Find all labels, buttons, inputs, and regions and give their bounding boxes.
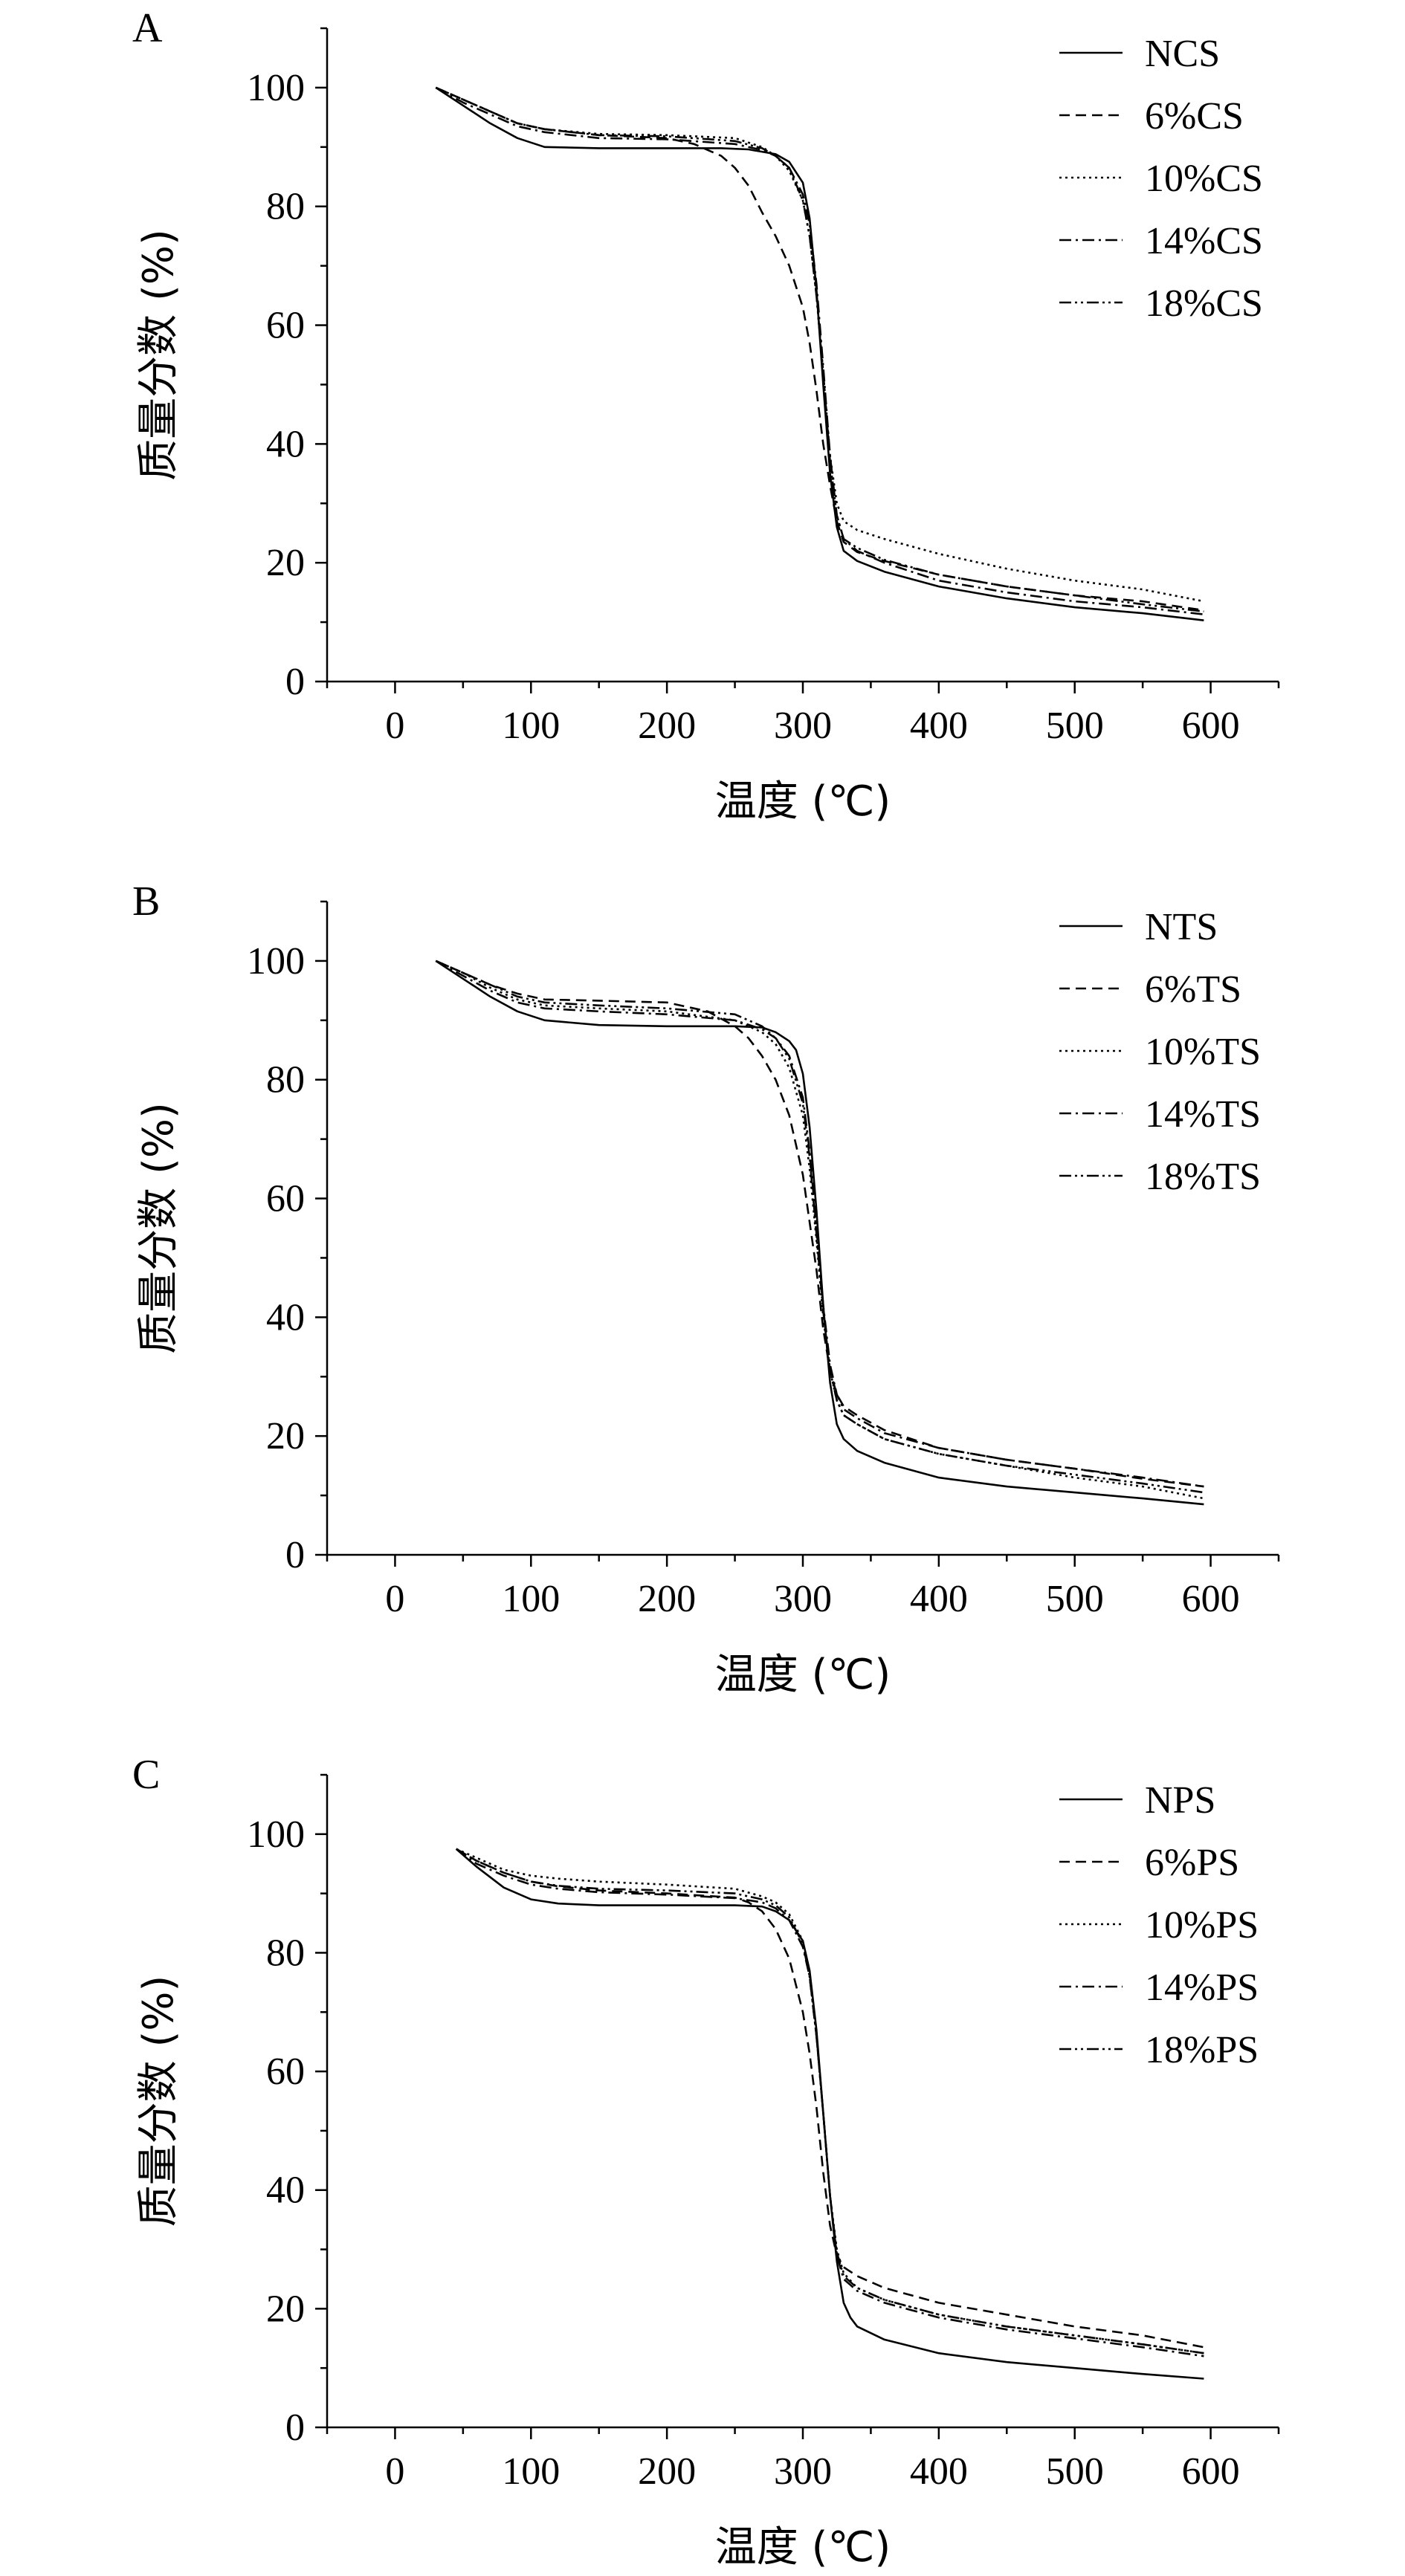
- legend: NCS 6%CS 10%CS 14%CS 18%CS: [1059, 33, 1263, 325]
- series-line-6%CS: [435, 86, 1204, 612]
- x-tick-label: 500: [1046, 1578, 1104, 1620]
- x-tick-label: 200: [638, 2450, 696, 2493]
- y-tick-label: 20: [266, 2288, 305, 2330]
- x-tick-label: 600: [1182, 1578, 1240, 1620]
- y-tick-label: 100: [247, 67, 305, 109]
- x-tick-label: 400: [910, 1578, 968, 1620]
- x-tick-label: 0: [385, 1578, 404, 1620]
- y-tick-label: 80: [266, 1932, 305, 1974]
- y-tick-label: 60: [266, 2051, 305, 2093]
- x-axis-label: 温度 (℃): [715, 2523, 891, 2572]
- chart-panel-B: 0 20 40 60 80 100 0 100 200 300 400 500 600 温度 (℃) 质量分…: [132, 878, 1280, 1699]
- y-tick-label: 40: [266, 2169, 305, 2212]
- legend-entry: 14%TS: [1145, 1093, 1261, 1136]
- y-tick-label: 60: [266, 305, 305, 347]
- legend-entry: NCS: [1145, 33, 1220, 75]
- y-tick-label: 0: [285, 661, 305, 703]
- series-line-18%TS: [435, 959, 1204, 1494]
- legend-entry: 6%CS: [1145, 95, 1244, 137]
- x-axis-label: 温度 (℃): [715, 1651, 891, 1699]
- legend-entry: NPS: [1145, 1779, 1215, 1822]
- y-axis-label: 质量分数 (%): [135, 229, 183, 481]
- x-tick-label: 100: [502, 2450, 560, 2493]
- y-tick-label: 80: [266, 1059, 305, 1101]
- x-tick-label: 0: [385, 2450, 404, 2493]
- legend-entry: 10%TS: [1145, 1031, 1261, 1073]
- legend-entry: 18%CS: [1145, 282, 1263, 325]
- x-tick-label: 300: [774, 705, 832, 747]
- legend-entry: 6%PS: [1145, 1842, 1239, 1884]
- y-tick-label: 20: [266, 542, 305, 584]
- series-line-10%TS: [435, 959, 1204, 1500]
- legend-entry: 10%CS: [1145, 158, 1263, 200]
- chart-panel-A: 0 20 40 60 80 100 0 100 200 300 400 500 600 温度 (℃) 质量分…: [132, 5, 1280, 826]
- y-tick-label: 0: [285, 2407, 305, 2449]
- legend-entry: 14%PS: [1145, 1967, 1259, 2009]
- legend: NPS 6%PS 10%PS 14%PS 18%PS: [1059, 1779, 1259, 2071]
- x-tick-label: 600: [1182, 705, 1240, 747]
- panel-label: B: [132, 878, 160, 925]
- series-line-18%CS: [435, 86, 1204, 612]
- legend-entry: NTS: [1145, 906, 1218, 948]
- chart-panel-C: 0 20 40 60 80 100 0 100 200 300 400 500 600 温度 (℃) 质量分…: [132, 1752, 1280, 2572]
- legend-entry: 10%PS: [1145, 1904, 1259, 1946]
- y-axis-label: 质量分数 (%): [135, 1102, 183, 1354]
- x-tick-label: 100: [502, 1578, 560, 1620]
- x-tick-label: 400: [910, 705, 968, 747]
- legend-entry: 18%PS: [1145, 2029, 1259, 2071]
- legend-entry: 18%TS: [1145, 1156, 1261, 1198]
- y-tick-label: 80: [266, 186, 305, 228]
- y-tick-label: 100: [247, 1813, 305, 1856]
- series-line-14%PS: [455, 1848, 1204, 2357]
- series-line-14%TS: [435, 959, 1204, 1488]
- x-axis-label: 温度 (℃): [715, 777, 891, 826]
- x-tick-label: 100: [502, 705, 560, 747]
- x-tick-label: 300: [774, 2450, 832, 2493]
- y-tick-label: 20: [266, 1415, 305, 1457]
- panel-label: A: [132, 5, 163, 51]
- x-tick-label: 0: [385, 705, 404, 747]
- series-line-NPS: [455, 1848, 1204, 2380]
- x-tick-label: 500: [1046, 705, 1104, 747]
- panel-label: C: [132, 1752, 160, 1798]
- x-tick-label: 500: [1046, 2450, 1104, 2493]
- series-line-NTS: [435, 959, 1204, 1506]
- legend-entry: 14%CS: [1145, 220, 1263, 262]
- legend: NTS 6%TS 10%TS 14%TS 18%TS: [1059, 906, 1261, 1198]
- y-tick-label: 60: [266, 1178, 305, 1220]
- x-tick-label: 300: [774, 1578, 832, 1620]
- x-tick-label: 200: [638, 1578, 696, 1620]
- series-line-10%PS: [456, 1848, 1204, 2355]
- series-line-6%TS: [435, 959, 1204, 1488]
- series-line-6%PS: [456, 1848, 1204, 2349]
- y-tick-label: 40: [266, 423, 305, 465]
- series-line-14%CS: [435, 86, 1204, 615]
- y-axis-label: 质量分数 (%): [135, 1975, 183, 2227]
- y-tick-label: 100: [247, 940, 305, 983]
- series-line-18%PS: [456, 1848, 1204, 2355]
- x-tick-label: 400: [910, 2450, 968, 2493]
- legend-entry: 6%TS: [1145, 968, 1241, 1011]
- y-tick-label: 40: [266, 1296, 305, 1339]
- y-tick-label: 0: [285, 1534, 305, 1576]
- x-tick-label: 200: [638, 705, 696, 747]
- x-tick-label: 600: [1182, 2450, 1240, 2493]
- series-line-NCS: [435, 86, 1204, 621]
